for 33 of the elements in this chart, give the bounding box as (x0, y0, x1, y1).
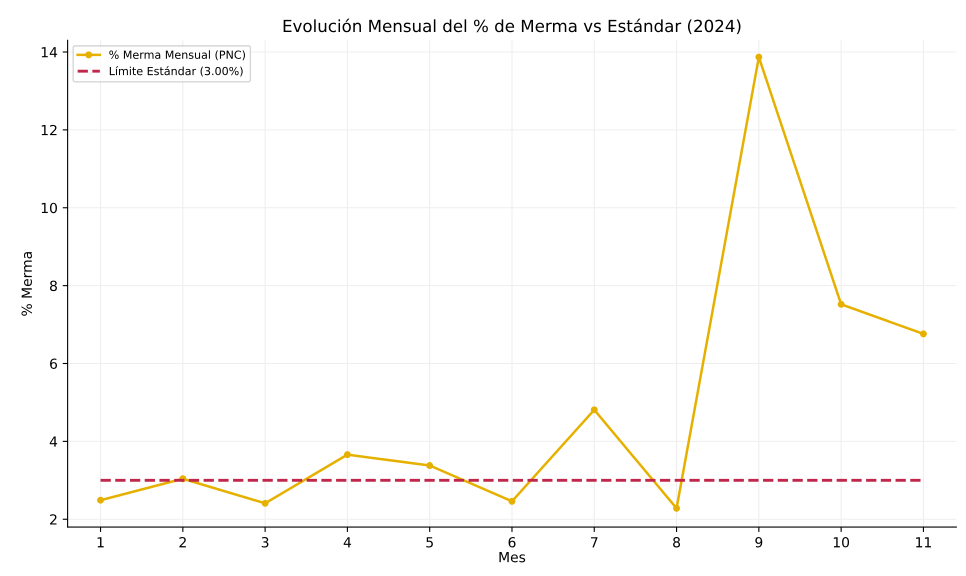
y-tick-label: 4 (50, 436, 58, 447)
x-tick-label: 3 (262, 537, 268, 548)
x-tick-label: 2 (179, 537, 186, 548)
point (590, 406, 598, 414)
x-tick-label: 7 (590, 537, 598, 548)
y-tick-label: 6 (50, 358, 58, 369)
point (755, 54, 762, 61)
point (97, 496, 104, 504)
point (673, 504, 680, 512)
point (344, 451, 351, 458)
x-tick-label: 6 (508, 537, 516, 548)
x-tick-label: 4 (344, 537, 352, 548)
point (508, 498, 516, 505)
y-tick-label: 10 (42, 202, 57, 214)
x-tick-label: 1 (98, 537, 104, 548)
legend-label: % Merma Mensual (PNC) (109, 50, 245, 60)
y-tick-label: 14 (42, 47, 58, 58)
point (838, 300, 845, 308)
x-tick-label: 10 (834, 537, 850, 548)
x-tick-label: 8 (673, 537, 680, 548)
chart-title: Evolución Mensual del % de Merma vs Estándar (2024) (284, 18, 741, 34)
x-tick-label: 5 (426, 537, 433, 548)
point (262, 500, 269, 507)
x-tick-label: 11 (916, 537, 931, 548)
y-tick-label: 2 (50, 514, 57, 525)
legend-label: Límite Estándar (3.00%) (110, 66, 243, 77)
y-axis-title: % Merma (21, 252, 32, 316)
point (426, 462, 434, 469)
y-tick-label: 8 (50, 280, 57, 292)
point (920, 330, 927, 338)
x-axis-title: Mes (499, 552, 526, 562)
y-tick-label: 12 (42, 124, 57, 136)
x-tick-label: 9 (755, 537, 762, 548)
